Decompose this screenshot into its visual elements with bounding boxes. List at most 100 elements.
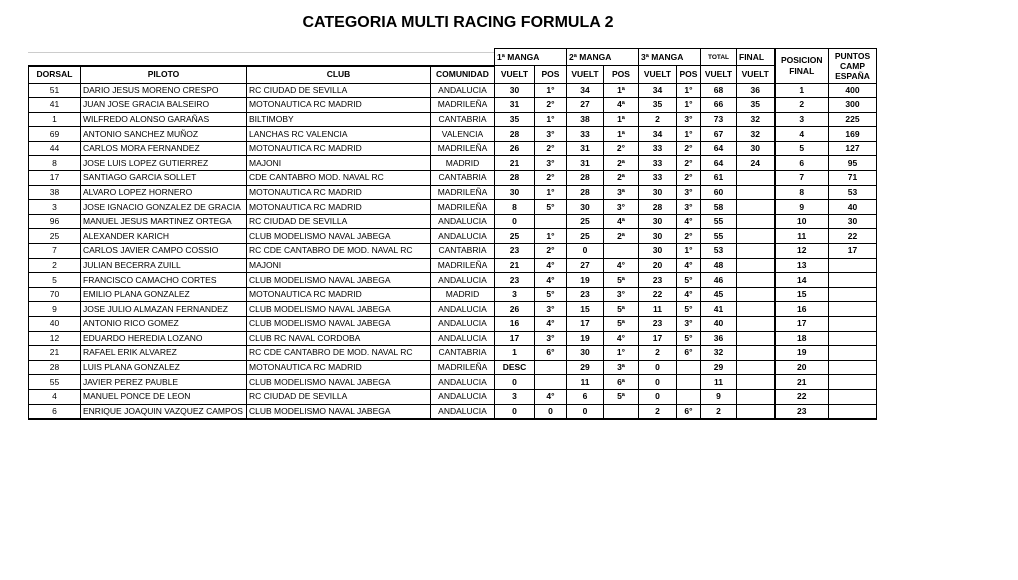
cell-posicion-final: 18 [774,330,829,347]
cell-m3-vuelt: 23 [638,272,677,288]
cell-m3-vuelt: 33 [638,155,677,172]
cell-m2-vuelt: 19 [566,272,604,288]
cell-m2-vuelt: 11 [566,374,604,390]
cell-m2-pos: 3ª [603,184,639,201]
header-spacer [28,48,495,67]
cell-m1-pos: 3° [534,126,567,142]
cell-final-vuelt [736,170,776,186]
cell-posicion-final: 8 [774,184,829,201]
cell-m3-pos [676,388,701,405]
cell-m2-pos: 1° [603,345,639,361]
cell-m1-pos: 4° [534,388,567,405]
table-row: 2 JULIAN BECERRA ZUILL MAJONI MADRILEÑA 21 4°… [28,257,877,274]
table-row: 70 EMILIO PLANA GONZALEZ MOTONAUTICA RC MA… [28,286,877,303]
header-pos: POS [534,65,567,84]
cell-m2-vuelt: 27 [566,257,604,274]
header-club: CLUB [246,65,431,84]
cell-total-vuelt: 66 [700,97,737,113]
cell-puntos: 17 [828,243,877,259]
cell-comunidad: CANTABRIA [430,170,495,186]
cell-dorsal: 55 [28,374,81,390]
cell-total-vuelt: 64 [700,155,737,172]
cell-m3-vuelt: 2 [638,111,677,128]
cell-m1-pos: 4° [534,257,567,274]
cell-m3-pos: 3° [676,111,701,128]
cell-puntos [828,330,877,347]
cell-club: CLUB MODELISMO NAVAL JABEGA [246,403,431,421]
cell-club: CLUB MODELISMO NAVAL JABEGA [246,301,431,317]
cell-m3-vuelt: 30 [638,213,677,230]
cell-m2-pos: 4ª [603,97,639,113]
cell-total-vuelt: 11 [700,374,737,390]
cell-m1-pos [534,374,567,390]
cell-final-vuelt: 32 [736,111,776,128]
cell-m3-vuelt: 35 [638,97,677,113]
cell-m2-vuelt: 29 [566,359,604,376]
cell-total-vuelt: 36 [700,330,737,347]
cell-total-vuelt: 41 [700,301,737,317]
cell-m3-vuelt: 22 [638,286,677,303]
cell-m2-pos: 5ª [603,301,639,317]
cell-comunidad: MADRID [430,286,495,303]
cell-m2-pos: 4ª [603,213,639,230]
cell-comunidad: MADRILEÑA [430,97,495,113]
table-row: 28 LUIS PLANA GONZALEZ MOTONAUTICA RC MADR… [28,359,877,376]
cell-m1-pos: 1° [534,228,567,245]
table-row: 41 JUAN JOSE GRACIA BALSEIRO MOTONAUTICA R… [28,97,877,113]
cell-m1-pos: 4° [534,316,567,332]
cell-comunidad: ANDALUCIA [430,330,495,347]
cell-puntos: 300 [828,97,877,113]
cell-m3-vuelt: 17 [638,330,677,347]
cell-m2-pos: 1ª [603,82,639,99]
cell-m1-vuelt: 26 [494,301,535,317]
table-row: 8 JOSE LUIS LOPEZ GUTIERREZ MAJONI MADRID 21… [28,155,877,172]
cell-m2-pos: 5ª [603,272,639,288]
cell-m1-vuelt: 26 [494,140,535,157]
cell-comunidad: ANDALUCIA [430,316,495,332]
cell-final-vuelt [736,330,776,347]
cell-puntos: 40 [828,199,877,215]
cell-piloto: JOSE JULIO ALMAZAN FERNANDEZ [80,301,247,317]
cell-m3-pos: 2° [676,228,701,245]
cell-posicion-final: 4 [774,126,829,142]
cell-m3-pos: 5° [676,272,701,288]
cell-dorsal: 21 [28,345,81,361]
cell-comunidad: MADRILEÑA [430,257,495,274]
cell-m1-vuelt: 35 [494,111,535,128]
cell-total-vuelt: 9 [700,388,737,405]
cell-m3-vuelt: 28 [638,199,677,215]
table-row: 21 RAFAEL ERIK ALVAREZ RC CDE CANTABRO DE … [28,345,877,361]
cell-m3-vuelt: 2 [638,403,677,421]
cell-dorsal: 17 [28,170,81,186]
results-table: 1ª MANGA 2ª MANGA 3ª MANGA TOTAL FINAL P… [28,48,877,421]
page-title: CATEGORIA MULTI RACING FORMULA 2 [302,14,614,31]
cell-final-vuelt [736,301,776,317]
cell-m2-pos: 4° [603,330,639,347]
cell-final-vuelt: 36 [736,82,776,99]
cell-m1-vuelt: 31 [494,97,535,113]
cell-dorsal: 96 [28,213,81,230]
header-vuelt: VUELT [566,65,604,84]
cell-final-vuelt [736,388,776,405]
table-row: 9 JOSE JULIO ALMAZAN FERNANDEZ CLUB MODELI… [28,301,877,317]
cell-m1-vuelt: 21 [494,155,535,172]
cell-posicion-final: 1 [774,82,829,99]
cell-m3-pos: 4° [676,257,701,274]
cell-total-vuelt: 68 [700,82,737,99]
cell-comunidad: MADRILEÑA [430,184,495,201]
table-row: 44 CARLOS MORA FERNANDEZ MOTONAUTICA RC MA… [28,140,877,157]
table-row: 55 JAVIER PEREZ PAUBLE CLUB MODELISMO NAVA… [28,374,877,390]
cell-comunidad: ANDALUCIA [430,213,495,230]
cell-club: CLUB RC NAVAL CORDOBA [246,330,431,347]
cell-m1-vuelt: 28 [494,126,535,142]
cell-m1-pos: 0 [534,403,567,421]
cell-m3-pos: 3° [676,184,701,201]
cell-m2-pos: 5ª [603,316,639,332]
cell-m1-vuelt: 3 [494,286,535,303]
cell-puntos [828,316,877,332]
cell-piloto: FRANCISCO CAMACHO CORTES [80,272,247,288]
header-pos: POS [676,65,701,84]
cell-piloto: ALEXANDER KARICH [80,228,247,245]
cell-m2-pos: 1ª [603,111,639,128]
cell-piloto: ANTONIO SANCHEZ MUÑOZ [80,126,247,142]
